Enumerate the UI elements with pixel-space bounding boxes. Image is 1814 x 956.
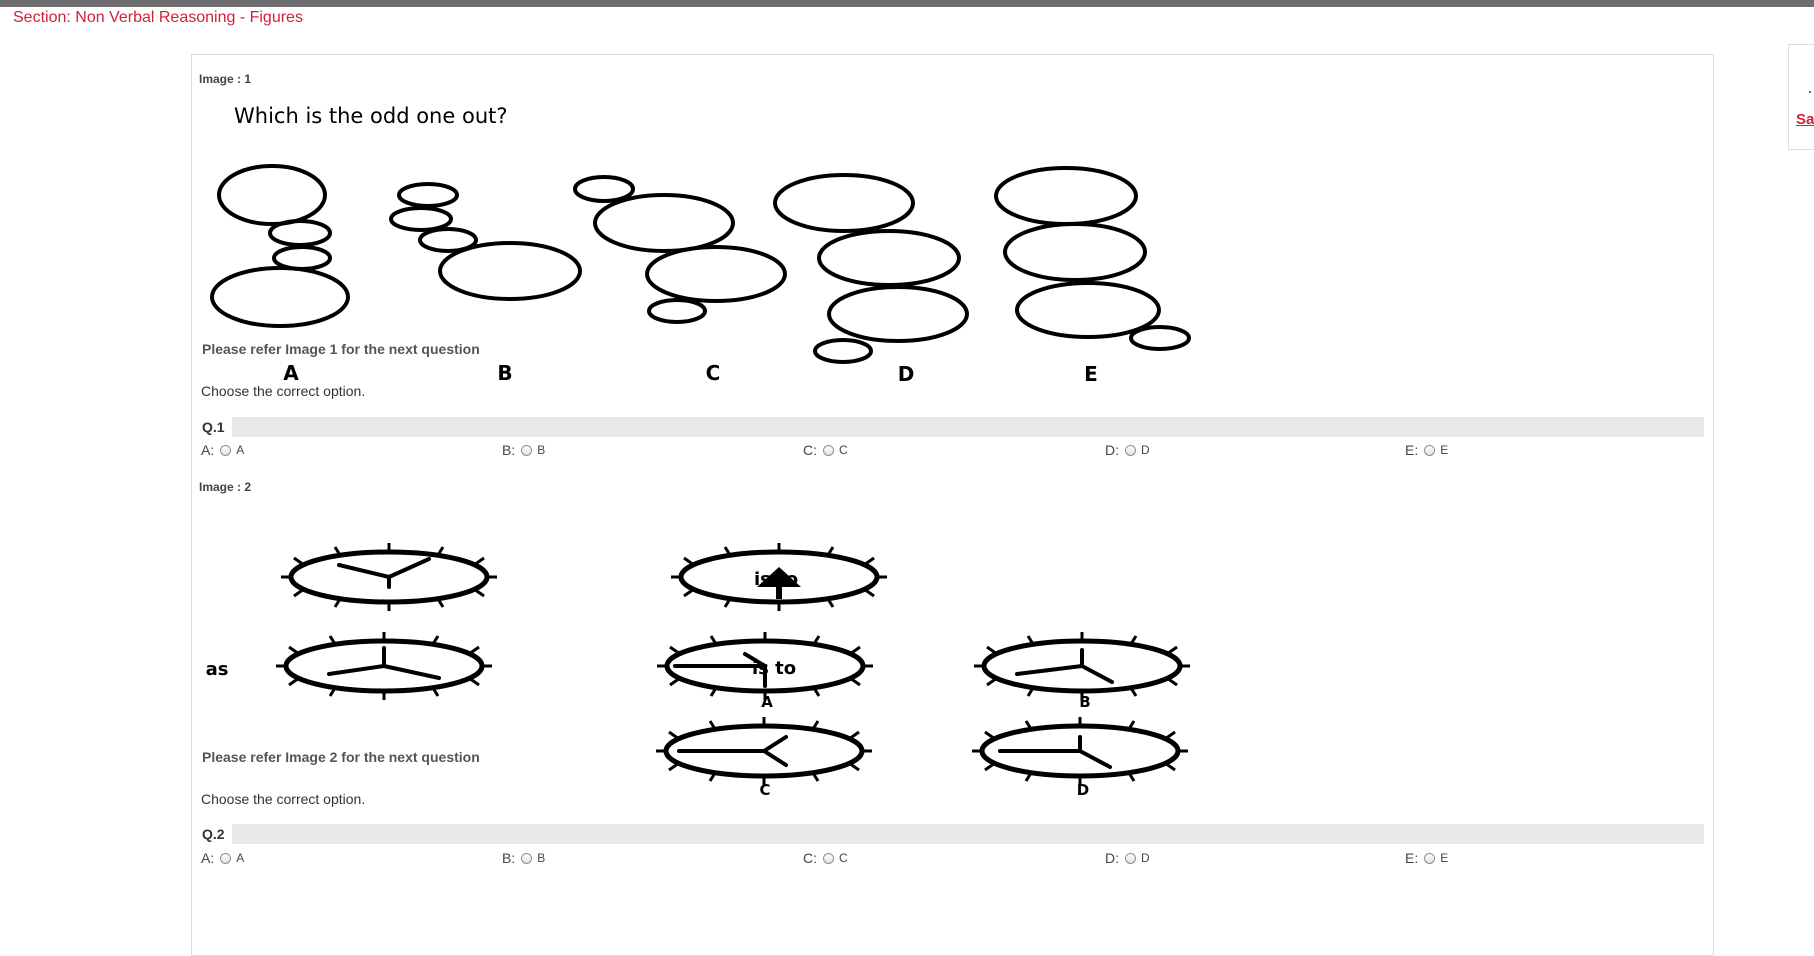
option-letter: A: bbox=[201, 442, 214, 458]
option-value: C bbox=[839, 443, 848, 457]
option-a[interactable]: A: A bbox=[201, 442, 244, 458]
side-panel-link[interactable]: Sa bbox=[1796, 111, 1814, 128]
option-letter: B: bbox=[502, 850, 515, 866]
option-d[interactable]: D: D bbox=[1105, 850, 1150, 866]
option-radio[interactable] bbox=[220, 853, 231, 864]
option-radio[interactable] bbox=[1125, 853, 1136, 864]
figure-2-letter: C bbox=[759, 781, 770, 799]
option-value: B bbox=[537, 851, 545, 865]
instruction-1: Choose the correct option. bbox=[201, 383, 365, 399]
option-letter: B: bbox=[502, 442, 515, 458]
option-value: B bbox=[537, 443, 545, 457]
figure-2-letter: D bbox=[1077, 781, 1089, 799]
option-letter: D: bbox=[1105, 850, 1119, 866]
figure-2-letter: B bbox=[1079, 693, 1090, 711]
option-b[interactable]: B: B bbox=[502, 442, 545, 458]
option-b[interactable]: B: B bbox=[502, 850, 545, 866]
option-value: D bbox=[1141, 851, 1150, 865]
figure-2-text: as bbox=[206, 659, 229, 680]
option-radio[interactable] bbox=[823, 853, 834, 864]
option-value: E bbox=[1440, 851, 1448, 865]
option-radio[interactable] bbox=[823, 445, 834, 456]
option-letter: C: bbox=[803, 442, 817, 458]
figure-2-letter: A bbox=[761, 693, 773, 711]
refer-text-1: Please refer Image 1 for the next questi… bbox=[202, 341, 480, 357]
refer-text-2: Please refer Image 2 for the next questi… bbox=[202, 749, 480, 765]
question-number-2: Q.2 bbox=[202, 826, 225, 842]
option-c[interactable]: C: C bbox=[803, 442, 848, 458]
figure-1-letter: B bbox=[497, 361, 512, 385]
option-radio[interactable] bbox=[521, 445, 532, 456]
section-title: Section: Non Verbal Reasoning - Figures bbox=[13, 9, 303, 27]
option-a[interactable]: A: A bbox=[201, 850, 244, 866]
option-value: C bbox=[839, 851, 848, 865]
option-letter: E: bbox=[1405, 850, 1418, 866]
option-letter: C: bbox=[803, 850, 817, 866]
option-d[interactable]: D: D bbox=[1105, 442, 1150, 458]
option-letter: D: bbox=[1105, 442, 1119, 458]
question-bar-1 bbox=[232, 417, 1704, 437]
instruction-2: Choose the correct option. bbox=[201, 791, 365, 807]
option-e[interactable]: E: E bbox=[1405, 850, 1448, 866]
figure-1-heading: Which is the odd one out? bbox=[234, 104, 508, 128]
option-c[interactable]: C: C bbox=[803, 850, 848, 866]
option-radio[interactable] bbox=[220, 445, 231, 456]
figure-1-letter: E bbox=[1084, 362, 1098, 386]
option-value: D bbox=[1141, 443, 1150, 457]
option-value: A bbox=[236, 443, 244, 457]
option-e[interactable]: E: E bbox=[1405, 442, 1448, 458]
question-bar-2 bbox=[232, 824, 1704, 844]
option-radio[interactable] bbox=[521, 853, 532, 864]
top-bar bbox=[0, 0, 1814, 7]
question-panel: Image : 1 Which is the odd one out? bbox=[191, 54, 1714, 956]
side-panel-dot bbox=[1809, 91, 1811, 93]
option-radio[interactable] bbox=[1424, 853, 1435, 864]
option-value: E bbox=[1440, 443, 1448, 457]
side-panel: Sa bbox=[1788, 44, 1814, 150]
figure-1-letter: D bbox=[898, 362, 915, 386]
option-radio[interactable] bbox=[1424, 445, 1435, 456]
question-number-1: Q.1 bbox=[202, 419, 225, 435]
option-radio[interactable] bbox=[1125, 445, 1136, 456]
option-letter: A: bbox=[201, 850, 214, 866]
option-value: A bbox=[236, 851, 244, 865]
figure-1-letter: A bbox=[283, 361, 299, 385]
option-letter: E: bbox=[1405, 442, 1418, 458]
figure-1-letter: C bbox=[706, 361, 721, 385]
